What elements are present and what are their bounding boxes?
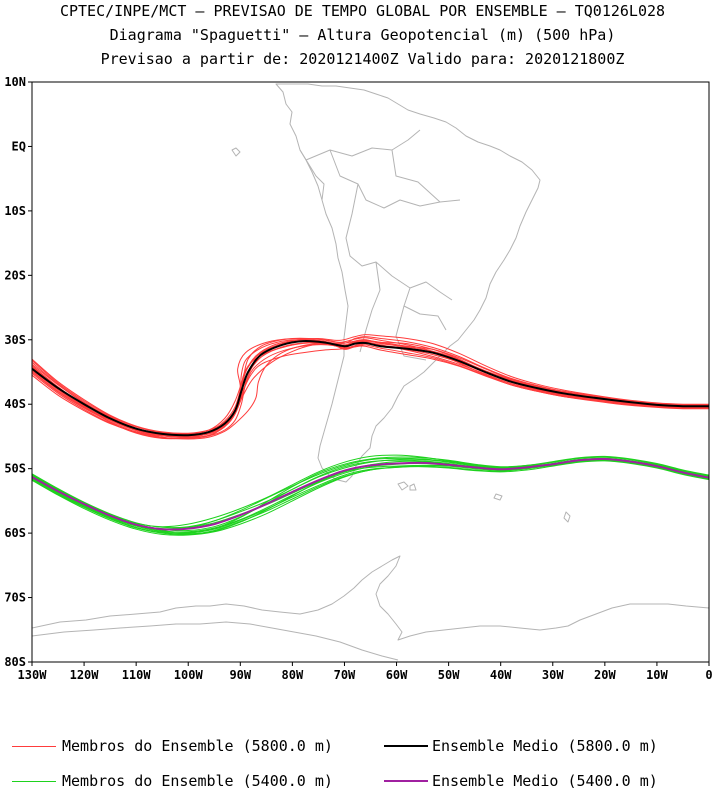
- antarctic-shelf: [32, 621, 399, 661]
- title-block: CPTEC/INPE/MCT — PREVISAO DE TEMPO GLOBA…: [0, 0, 725, 71]
- legend-label-mean-5800: Ensemble Medio (5800.0 m): [432, 737, 658, 755]
- contour-member-5800-11: [32, 334, 709, 434]
- legend-item-mean-5400: Ensemble Medio (5400.0 m): [384, 771, 658, 791]
- legend-swatch-mean-5800: [384, 745, 428, 747]
- antarctica-coastline: [32, 555, 709, 641]
- contour-member-5400-7: [32, 456, 709, 534]
- title-line-3: Previsao a partir de: 2020121400Z Valido…: [100, 50, 625, 68]
- lon-tick-label: 0: [705, 668, 712, 682]
- lat-tick-label: 30S: [4, 333, 26, 347]
- latitude-axis: 10N EQ 10S 20S 30S 40S 50S 60S 70S 80S: [4, 75, 32, 669]
- lat-tick-label: 20S: [4, 268, 26, 282]
- contour-mean-5800: [32, 339, 709, 437]
- coastlines: [32, 83, 709, 661]
- lat-tick-label: EQ: [12, 139, 26, 153]
- contour-member-5400-5: [32, 454, 709, 528]
- lon-tick-label: 130W: [18, 668, 48, 682]
- south-georgia: [493, 493, 571, 523]
- contour-member-5800-1: [32, 336, 709, 435]
- lon-tick-label: 90W: [229, 668, 251, 682]
- title-line-1: CPTEC/INPE/MCT — PREVISAO DE TEMPO GLOBA…: [59, 2, 666, 20]
- contour-member-5400-2: [32, 459, 709, 534]
- south-america-coastline: [275, 83, 541, 483]
- legend-item-mean-5800: Ensemble Medio (5800.0 m): [384, 736, 658, 756]
- legend-swatch-mean-5400: [384, 780, 428, 782]
- lon-tick-label: 30W: [542, 668, 564, 682]
- contour-member-5800-2: [32, 344, 709, 440]
- lon-tick-label: 120W: [70, 668, 100, 682]
- legend: Membros do Ensemble (5800.0 m) Ensemble …: [0, 730, 725, 790]
- contour-member-5800-10: [32, 341, 709, 440]
- lon-tick-label: 10W: [646, 668, 668, 682]
- title-line-2: Diagrama "Spaguetti" — Altura Geopotenci…: [109, 26, 616, 44]
- lat-tick-label: 70S: [4, 591, 26, 605]
- contour-member-5800-6: [32, 342, 709, 440]
- lon-tick-label: 100W: [174, 668, 204, 682]
- legend-swatch-members-5400: [12, 780, 56, 782]
- contour-member-5800-7: [32, 339, 709, 437]
- galapagos: [231, 147, 241, 157]
- plot-frame: [31, 81, 710, 663]
- legend-label-mean-5400: Ensemble Medio (5400.0 m): [432, 772, 658, 790]
- legend-swatch-members-5800: [12, 745, 56, 747]
- contour-member-5800-3: [32, 339, 709, 437]
- lon-tick-label: 70W: [334, 668, 356, 682]
- contour-member-5800-12: [32, 339, 709, 437]
- longitude-axis: 130W 120W 110W 100W 90W 80W 70W 60W 50W 40W 30W 20W…: [18, 662, 713, 682]
- lat-tick-label: 50S: [4, 462, 26, 476]
- lat-tick-label: 10S: [4, 204, 26, 218]
- legend-item-members-5800: Membros do Ensemble (5800.0 m): [12, 736, 333, 756]
- lat-tick-label: 80S: [4, 655, 26, 669]
- contour-member-5800-8: [32, 337, 709, 438]
- lon-tick-label: 110W: [122, 668, 152, 682]
- map-plot: 10N EQ 10S 20S 30S 40S 50S 60S 70S 80S 130W 120W 11…: [4, 75, 713, 682]
- lon-tick-label: 50W: [438, 668, 460, 682]
- contour-member-5800-4: [32, 340, 709, 439]
- lat-tick-label: 40S: [4, 397, 26, 411]
- lat-tick-label: 10N: [4, 75, 26, 89]
- legend-item-members-5400: Membros do Ensemble (5400.0 m): [12, 771, 333, 791]
- country-borders: [299, 129, 461, 361]
- legend-label-members-5400: Membros do Ensemble (5400.0 m): [62, 772, 333, 790]
- lon-tick-label: 80W: [282, 668, 304, 682]
- contour-member-5800-9: [32, 344, 709, 438]
- lat-tick-label: 60S: [4, 526, 26, 540]
- contour-lines: [32, 334, 709, 536]
- falklands: [397, 481, 417, 491]
- lon-tick-label: 60W: [386, 668, 408, 682]
- contour-member-5800-5: [32, 340, 709, 436]
- lon-tick-label: 40W: [490, 668, 512, 682]
- legend-label-members-5800: Membros do Ensemble (5800.0 m): [62, 737, 333, 755]
- lon-tick-label: 20W: [594, 668, 616, 682]
- contour-mean-5400: [32, 457, 709, 531]
